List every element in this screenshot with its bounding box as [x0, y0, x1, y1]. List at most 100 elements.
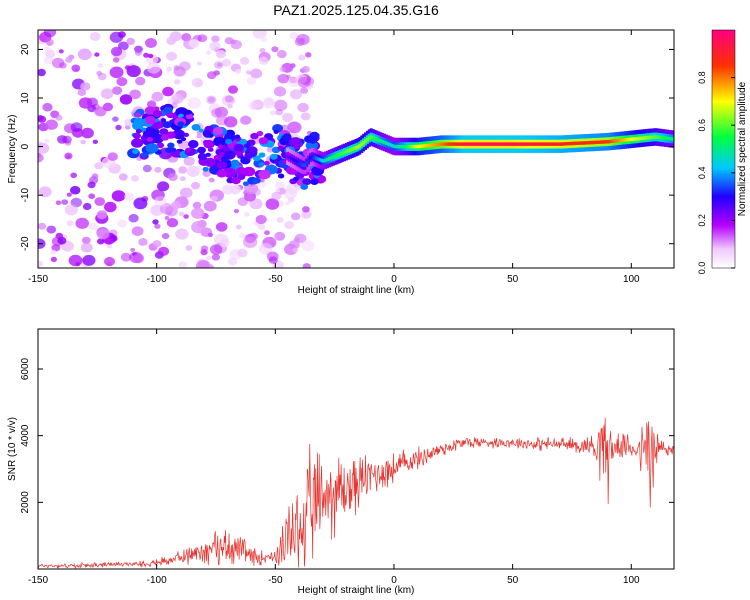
- ridge-core: [443, 142, 447, 146]
- noise-blob: [291, 212, 301, 221]
- ridge-core: [569, 141, 573, 146]
- ridge-blob: [289, 137, 302, 147]
- ridge-core: [451, 142, 455, 146]
- ridge-core: [514, 142, 517, 146]
- ridge-core: [508, 142, 512, 146]
- noise-blob: [38, 68, 46, 77]
- noise-blob: [88, 193, 96, 199]
- noise-blob: [289, 89, 303, 100]
- noise-blob: [43, 46, 51, 54]
- noise-blob: [77, 89, 87, 96]
- y-tick-label: 2000: [20, 491, 31, 514]
- noise-blob: [71, 64, 81, 72]
- ridge-core: [398, 144, 402, 149]
- ridge-blob: [213, 136, 226, 147]
- ridge-core: [348, 148, 352, 152]
- ridge-blob: [230, 159, 240, 167]
- noise-blob: [106, 243, 113, 249]
- noise-blob: [58, 49, 64, 54]
- y-tick-label: 10: [20, 92, 31, 104]
- noise-blob: [215, 50, 226, 59]
- x-tick-label: -50: [268, 575, 283, 586]
- ridge-blob: [234, 134, 241, 139]
- noise-blob: [258, 243, 273, 255]
- ridge-core: [479, 142, 483, 146]
- ridge-core: [331, 155, 335, 159]
- ridge-blob: [258, 152, 266, 158]
- ridge-blob: [217, 144, 224, 149]
- noise-blob: [211, 35, 220, 43]
- ridge-core: [667, 136, 671, 141]
- noise-blob: [75, 217, 89, 229]
- noise-blob: [115, 124, 122, 131]
- ridge-core: [646, 135, 650, 140]
- ridge-core: [485, 142, 489, 146]
- noise-blob: [295, 185, 302, 191]
- noise-blob: [206, 255, 212, 261]
- ridge-core: [603, 140, 607, 144]
- ridge-core: [643, 136, 647, 140]
- ridge-core: [286, 154, 290, 158]
- ridge-core: [626, 138, 629, 142]
- ridge-core: [400, 144, 404, 149]
- noise-blob: [38, 260, 43, 267]
- ridge-core: [309, 155, 312, 160]
- ridge-core: [339, 152, 343, 156]
- ridge-core: [498, 142, 502, 146]
- ridge-blob: [282, 134, 292, 142]
- ridge-core: [288, 155, 292, 160]
- noise-blob: [266, 251, 279, 262]
- noise-blob: [152, 240, 162, 248]
- ridge-blob: [250, 132, 259, 140]
- noise-blob: [208, 177, 215, 183]
- noise-blob: [207, 71, 217, 80]
- noise-blob: [264, 230, 270, 236]
- ridge-core: [305, 161, 309, 165]
- ridge-core: [637, 136, 641, 141]
- ridge-core: [424, 144, 428, 148]
- noise-blob: [277, 50, 287, 59]
- noise-blob: [131, 175, 139, 182]
- noise-blob: [271, 46, 279, 53]
- ridge-core: [586, 141, 590, 145]
- noise-blob: [239, 232, 247, 239]
- ridge-core: [512, 142, 516, 146]
- ridge-core: [536, 142, 540, 146]
- ridge-core: [329, 156, 333, 160]
- ridge-blob: [132, 132, 141, 139]
- noise-blob: [80, 139, 86, 145]
- ridge-core: [335, 153, 339, 158]
- noise-blob: [258, 56, 269, 65]
- noise-blob: [96, 70, 103, 76]
- ridge-core: [635, 137, 639, 141]
- ridge-core: [664, 136, 667, 140]
- noise-blob: [166, 36, 177, 46]
- ridge-blob: [269, 153, 278, 160]
- noise-blob: [50, 249, 57, 255]
- noise-blob: [116, 77, 128, 87]
- ridge-core: [396, 144, 400, 149]
- noise-blob: [66, 220, 74, 227]
- noise-blob: [38, 186, 52, 198]
- ridge-blob: [175, 107, 189, 117]
- x-tick-label: 50: [507, 274, 519, 285]
- ridge-blob: [141, 153, 148, 158]
- noise-blob: [175, 228, 189, 240]
- ridge-core: [538, 142, 542, 146]
- ridge-core: [379, 139, 383, 143]
- ridge-core: [472, 142, 476, 146]
- noise-blob: [179, 187, 193, 198]
- ridge-core: [639, 136, 643, 141]
- ridge-blob: [231, 177, 241, 185]
- noise-blob: [138, 238, 148, 246]
- ridge-core: [432, 143, 436, 147]
- noise-blob: [179, 176, 186, 182]
- ridge-core: [476, 142, 479, 146]
- ridge-core: [584, 141, 588, 145]
- ridge-blob: [225, 138, 233, 145]
- noise-blob: [38, 222, 47, 230]
- noise-blob: [164, 215, 170, 220]
- ridge-core: [531, 142, 535, 146]
- ridge-core: [671, 137, 674, 141]
